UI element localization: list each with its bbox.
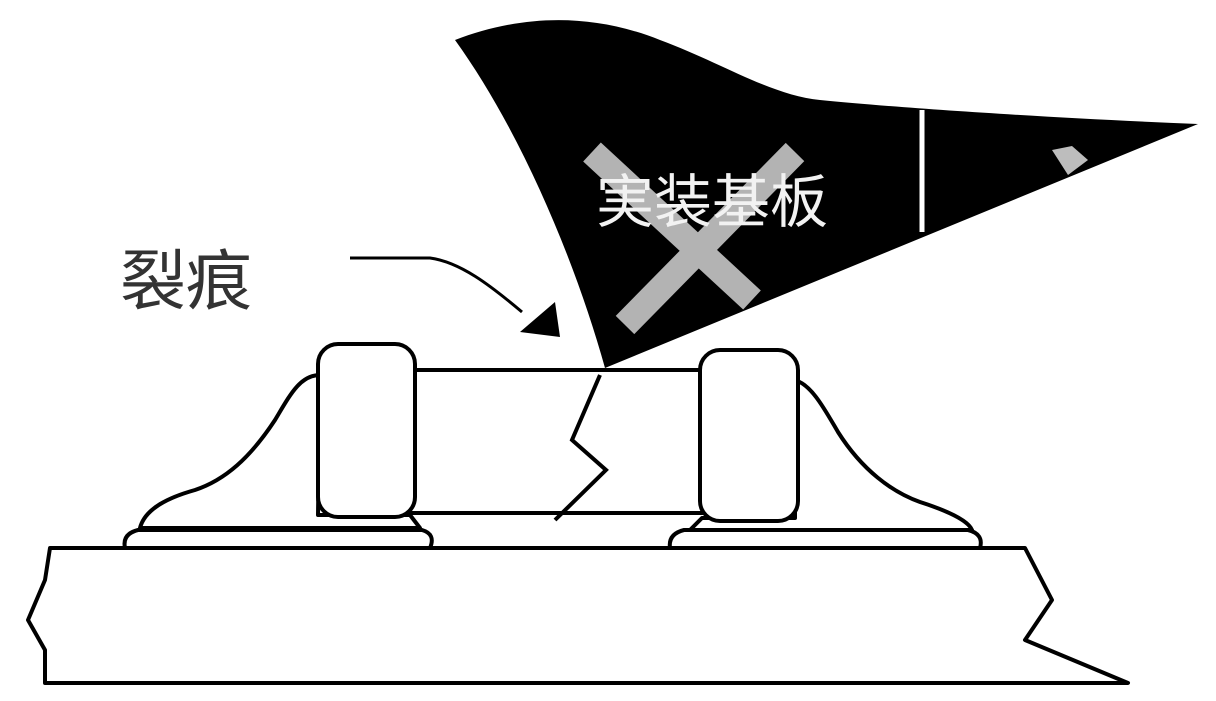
x-mark-icon [583,142,805,335]
left-solder-fillet [138,373,422,530]
left-terminal [316,342,417,519]
right-pad [667,528,983,550]
right-terminal [698,348,800,523]
chip-body [408,368,708,515]
substrate-label: 実装基板 [596,168,828,236]
right-solder-fillet [688,378,974,532]
crack-label: 裂痕 [120,243,252,320]
left-pad [122,528,434,550]
circuit-board [26,546,1130,685]
flag-tip-mark [1052,146,1088,175]
substrate-flag [455,20,1198,369]
crack-line [553,374,609,522]
arrow-icon [350,256,560,337]
